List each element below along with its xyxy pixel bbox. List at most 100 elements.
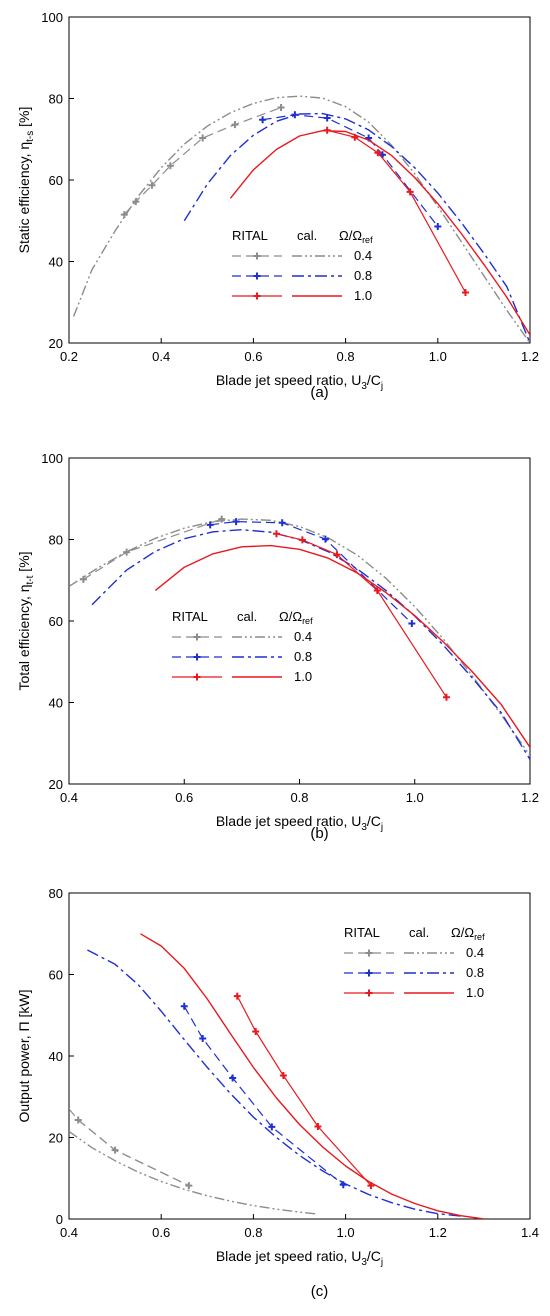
data-point-s10 [373, 586, 381, 594]
chart-panel-b: 0.4 0.6 0.8 1.0 1.2 20 40 60 80 100 Blade jet spee… [16, 451, 539, 833]
x-tick-label: 0.8 [244, 1225, 262, 1240]
legend-row-label: 0.4 [294, 629, 312, 644]
series-line-s10-rital [236, 995, 372, 1187]
legend-head-cal: cal. [409, 925, 429, 940]
panel-label: (a) [310, 384, 328, 401]
legend-head-omega: Ω/Ωref [279, 609, 313, 626]
y-tick-label: 80 [49, 886, 63, 901]
data-point-s08 [408, 619, 416, 627]
data-point-s08 [434, 222, 442, 230]
series-line-s08-cal [183, 112, 530, 343]
data-point-s10 [333, 551, 341, 559]
series-group [69, 515, 530, 760]
legend-marker [253, 272, 261, 280]
x-tick-label: 0.4 [60, 790, 78, 805]
data-point-s10 [314, 1123, 322, 1130]
x-tick-label: 0.4 [60, 1225, 78, 1240]
x-tick-label: 0.2 [60, 349, 78, 364]
series-line-s08-rital [262, 114, 439, 227]
legend-row-label: 0.4 [354, 248, 372, 263]
x-tick-label: 1.2 [521, 349, 539, 364]
legend-row-label: 1.0 [466, 985, 484, 1000]
legend-row-label: 0.8 [466, 965, 484, 980]
x-tick-label: 1.0 [406, 790, 424, 805]
legend-marker [365, 969, 373, 977]
panel-label: (c) [311, 1283, 329, 1300]
data-point-s04 [166, 162, 174, 170]
data-point-s10 [461, 288, 469, 296]
series-line-s08-cal [91, 529, 530, 760]
series-line-s10-cal [154, 544, 530, 748]
x-tick-label: 1.0 [337, 1225, 355, 1240]
data-point-s10 [442, 693, 450, 701]
legend-marker [193, 653, 201, 661]
series-line-s04-cal [69, 518, 530, 756]
legend-head-cal: cal. [297, 228, 317, 243]
x-tick-label: 0.6 [152, 1225, 170, 1240]
y-tick-label: 60 [49, 614, 63, 629]
series-line-s04-rital [123, 106, 282, 215]
plot-frame [68, 892, 531, 1220]
data-point-s04 [277, 103, 285, 111]
data-point-s08 [206, 521, 214, 529]
legend-head-cal: cal. [237, 609, 257, 624]
plot-frame [68, 16, 531, 344]
y-tick-label: 20 [49, 1131, 63, 1146]
series-line-s08-cal [87, 949, 461, 1217]
y-tick-label: 100 [41, 451, 63, 466]
legend-row-label: 1.0 [354, 288, 372, 303]
data-point-s04 [199, 134, 207, 142]
data-point-s08 [199, 1034, 207, 1042]
series-line-s04-rital [77, 1119, 190, 1187]
data-point-s04 [231, 121, 239, 129]
x-tick-label: 1.2 [429, 1225, 447, 1240]
x-axis-title: Blade jet speed ratio, U3/Cj [216, 813, 383, 833]
x-tick-label: 0.8 [290, 790, 308, 805]
legend-marker [253, 252, 261, 260]
series-line-s10-cal [140, 933, 484, 1219]
series-line-s04-rital [69, 1108, 190, 1187]
chart-panel-c: 0.4 0.6 0.8 1.0 1.2 1.4 0 20 40 60 80 Blade jet spe… [16, 886, 539, 1268]
chart-panel-a: 0.2 0.4 0.6 0.8 1.0 1.2 20 40 60 80 100 Blade jet s… [16, 10, 539, 392]
data-point-s08 [232, 518, 240, 526]
legend-head-omega: Ω/Ωref [451, 925, 485, 942]
legend-row-label: 0.8 [354, 268, 372, 283]
y-tick-label: 100 [41, 10, 63, 25]
data-point-s08 [291, 111, 299, 119]
data-point-s10 [406, 188, 414, 196]
y-axis-title: Static efficiency, ηt-s [%] [16, 107, 36, 254]
data-point-s10 [279, 1072, 287, 1080]
y-tick-label: 0 [56, 1212, 63, 1227]
legend-marker [253, 292, 261, 300]
legend: RITAL cal. Ω/Ωref 0.4 0.8 1.0 [232, 228, 373, 303]
y-tick-label: 40 [49, 1049, 63, 1064]
series-line-s04-cal [69, 1130, 318, 1215]
y-tick-label: 80 [49, 92, 63, 107]
data-point-s04 [148, 181, 156, 189]
x-tick-label: 1.0 [429, 349, 447, 364]
data-point-s10 [374, 149, 382, 157]
legend-marker [365, 949, 373, 957]
legend-row-label: 0.8 [294, 649, 312, 664]
series-line-s08-rital [183, 1006, 344, 1186]
x-tick-label: 1.2 [521, 790, 539, 805]
legend-row-label: 0.4 [466, 945, 484, 960]
legend-head-rital: RITAL [172, 609, 208, 624]
legend: RITAL cal. Ω/Ωref 0.4 0.8 1.0 [344, 925, 485, 1000]
series-line-s04-rital [83, 518, 222, 580]
series-group [72, 95, 530, 343]
legend-row-label: 1.0 [294, 669, 312, 684]
x-axis-title: Blade jet speed ratio, U3/Cj [216, 1248, 383, 1268]
panel-label: (b) [310, 825, 328, 842]
y-tick-label: 80 [49, 533, 63, 548]
y-tick-label: 20 [49, 336, 63, 351]
y-axis-title: Total efficiency, ηt-t [%] [16, 551, 36, 690]
y-tick-label: 40 [49, 255, 63, 270]
x-tick-label: 0.6 [244, 349, 262, 364]
data-point-s08 [259, 116, 267, 124]
x-tick-label: 0.4 [152, 349, 170, 364]
data-point-s08 [180, 1002, 188, 1010]
x-tick-label: 0.8 [337, 349, 355, 364]
series-group [69, 933, 484, 1219]
